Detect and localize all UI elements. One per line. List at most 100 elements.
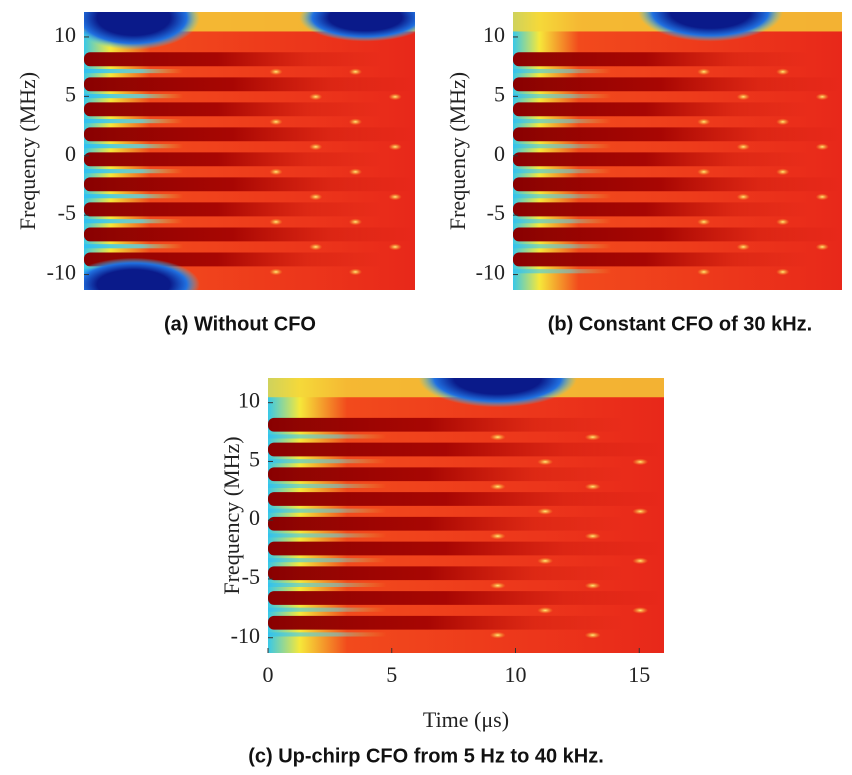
y-tick-label: 0	[65, 141, 76, 166]
cyan-streak	[268, 558, 466, 563]
cyan-streak	[268, 508, 466, 513]
spot	[489, 582, 506, 589]
cyan-streak	[84, 144, 250, 149]
spot	[489, 483, 506, 490]
blue-region	[84, 12, 200, 50]
x-tick-label: 5	[386, 662, 397, 687]
y-tick-label: 5	[65, 81, 76, 106]
spot	[776, 68, 790, 76]
y-tick-label: 0	[494, 141, 505, 166]
band	[513, 252, 810, 267]
spot	[388, 193, 402, 201]
cyan-streak	[84, 244, 250, 249]
band	[84, 102, 382, 117]
blue-region	[84, 257, 200, 290]
band	[268, 516, 625, 531]
y-tick-label: 5	[249, 446, 260, 471]
spot	[269, 168, 283, 176]
band	[513, 102, 810, 117]
y-tick-label: 10	[483, 22, 505, 47]
spot	[348, 68, 363, 76]
spot	[388, 93, 402, 101]
spot	[537, 557, 554, 565]
spot	[815, 143, 829, 151]
heatmap-layer	[513, 12, 842, 290]
spot	[632, 458, 649, 466]
cyan-streak	[268, 483, 466, 488]
y-axis-label: Frequency (MHz)	[219, 436, 244, 594]
band	[513, 227, 842, 242]
y-axis-label: Frequency (MHz)	[445, 72, 470, 230]
cyan-streak	[268, 607, 466, 612]
band	[268, 417, 625, 432]
y-tick-label: -5	[242, 564, 260, 589]
spot	[815, 193, 829, 201]
y-tick-label: 10	[54, 22, 76, 47]
spot	[736, 143, 750, 151]
band	[268, 541, 664, 556]
spot	[736, 243, 750, 251]
spot	[537, 607, 554, 614]
band	[268, 492, 664, 506]
heatmap-image	[268, 378, 664, 653]
heatmap-layer	[268, 378, 664, 653]
cyan-streak	[268, 632, 466, 637]
spot	[632, 607, 649, 614]
x-axis-label: Time (μs)	[423, 707, 509, 732]
spot	[309, 243, 323, 251]
spot	[489, 631, 506, 639]
spot	[632, 508, 649, 515]
band	[268, 591, 664, 605]
x-tick-label: 10	[505, 662, 527, 687]
spot	[815, 243, 829, 251]
band	[513, 177, 842, 192]
spot	[348, 268, 363, 276]
cyan-streak	[513, 68, 678, 74]
spot	[309, 93, 323, 101]
cyan-streak	[84, 194, 250, 199]
band	[513, 152, 810, 167]
cyan-streak	[84, 68, 250, 74]
cyan-streak	[513, 169, 678, 174]
spot	[697, 68, 711, 76]
spot	[309, 193, 323, 201]
band	[84, 227, 415, 242]
y-tick-label: -10	[47, 260, 76, 285]
band	[268, 442, 664, 457]
y-tick-label: -5	[58, 200, 76, 225]
cyan-streak	[268, 582, 466, 587]
cyan-streak	[513, 219, 678, 224]
spot	[584, 483, 601, 490]
y-axis-label: Frequency (MHz)	[15, 72, 40, 230]
band	[513, 202, 810, 217]
spot	[776, 118, 790, 126]
spot	[489, 433, 506, 441]
spot	[269, 68, 283, 76]
spot	[269, 218, 283, 226]
band	[513, 127, 842, 142]
band	[84, 177, 415, 192]
spot	[537, 508, 554, 515]
heatmap-image	[513, 12, 842, 290]
band	[84, 77, 415, 92]
spot	[388, 143, 402, 151]
spot	[584, 582, 601, 589]
band	[84, 152, 382, 167]
cyan-streak	[513, 119, 678, 124]
cyan-streak	[513, 244, 678, 249]
cyan-streak	[268, 533, 466, 538]
spot	[736, 193, 750, 201]
blue-region	[418, 378, 577, 408]
cyan-streak	[84, 169, 250, 174]
cyan-streak	[513, 94, 678, 99]
spot	[269, 268, 283, 276]
spot	[815, 93, 829, 101]
y-tick-label: 10	[238, 388, 260, 413]
spot	[309, 143, 323, 151]
spot	[697, 118, 711, 126]
x-tick-label: 15	[628, 662, 650, 687]
spot	[776, 168, 790, 176]
spot	[348, 218, 363, 226]
heatmap-layer	[84, 12, 415, 290]
